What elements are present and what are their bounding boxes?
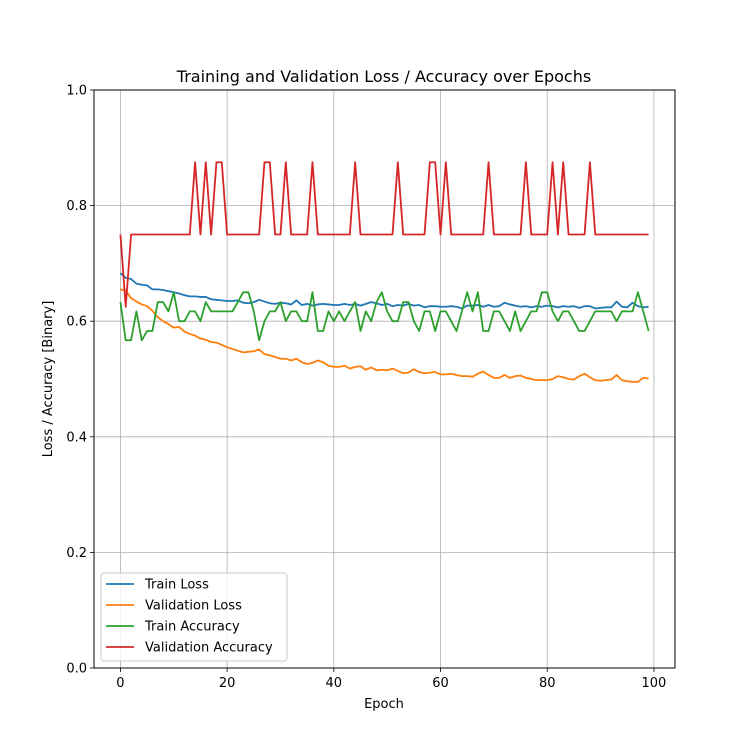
y-tick-label: 0.6 (66, 315, 87, 330)
grid (94, 89, 675, 669)
legend-label-validation-loss: Validation Loss (145, 599, 242, 614)
x-tick-label: 100 (642, 676, 667, 691)
y-tick-label: 0.0 (66, 662, 87, 677)
series-line-validation-loss (120, 288, 649, 383)
ticks: 0 20 40 60 80 100 0.0 0.2 0.4 0.6 0.8 1.0 (66, 84, 666, 692)
legend-label-validation-accuracy: Validation Accuracy (145, 641, 273, 656)
y-axis-label: Loss / Accuracy [Binary] (41, 301, 56, 458)
chart-title: Training and Validation Loss / Accuracy … (176, 67, 591, 86)
legend: Train Loss Validation Loss Train Accuracy V… (100, 572, 288, 662)
y-tick-label: 1.0 (66, 84, 87, 99)
y-tick-label: 0.8 (66, 199, 87, 214)
x-axis-label: Epoch (364, 697, 404, 712)
x-tick-label: 40 (326, 676, 343, 691)
legend-box (100, 572, 288, 662)
y-tick-label: 0.4 (66, 430, 87, 445)
legend-label-train-loss: Train Loss (144, 578, 209, 593)
plot-frame (93, 89, 676, 669)
x-tick-label: 0 (116, 676, 124, 691)
series-layer (119, 161, 650, 383)
series-line-train-accuracy (119, 291, 650, 342)
y-tick-label: 0.2 (66, 546, 87, 561)
series-line-validation-accuracy (119, 161, 649, 308)
x-tick-label: 80 (539, 676, 556, 691)
x-tick-label: 20 (219, 676, 236, 691)
x-tick-label: 60 (432, 676, 449, 691)
legend-label-train-accuracy: Train Accuracy (144, 620, 240, 635)
